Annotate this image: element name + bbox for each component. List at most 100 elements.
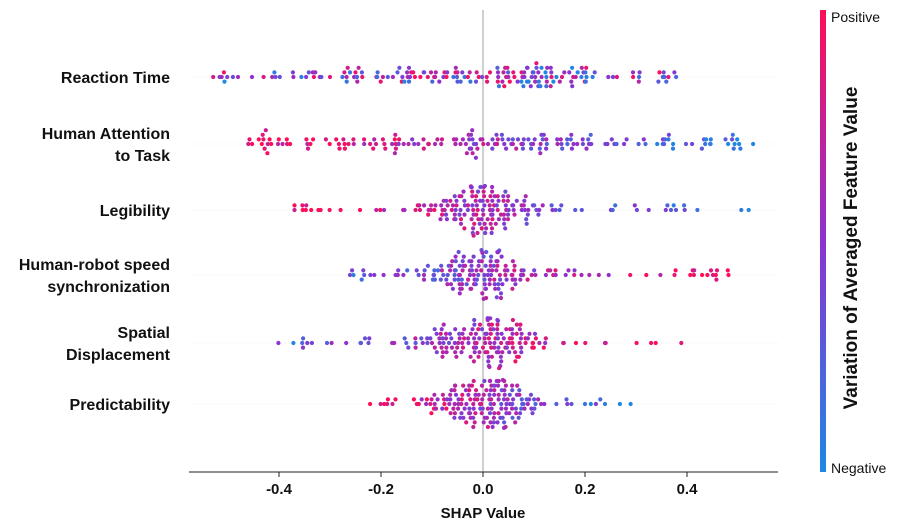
shap-point: [425, 336, 430, 341]
shap-point: [350, 268, 355, 273]
shap-point: [525, 65, 530, 70]
shap-point: [495, 65, 500, 70]
shap-point: [473, 411, 478, 416]
shap-point: [441, 322, 446, 327]
shap-point: [477, 221, 482, 226]
shap-point: [472, 221, 477, 226]
shap-point: [489, 383, 494, 388]
shap-point: [479, 411, 484, 416]
shap-point: [373, 141, 379, 147]
shap-point: [510, 388, 515, 393]
shap-point: [359, 70, 364, 75]
shap-point: [476, 392, 481, 397]
shap-point: [489, 354, 494, 359]
shap-point: [517, 340, 522, 346]
shap-point: [421, 277, 427, 282]
feature-label: Spatial: [118, 325, 170, 342]
shap-point: [495, 137, 500, 142]
shap-point: [417, 207, 423, 213]
shap-point: [503, 406, 509, 411]
shap-point: [428, 336, 433, 341]
shap-point: [263, 128, 268, 133]
shap-point: [523, 340, 528, 346]
shap-point: [456, 406, 461, 411]
shap-point: [452, 194, 457, 199]
shap-point: [528, 392, 534, 397]
shap-point: [634, 207, 640, 213]
shap-point: [532, 268, 537, 273]
shap-point: [470, 151, 475, 156]
shap-point: [490, 146, 495, 151]
shap-point: [491, 401, 496, 407]
shap-point: [723, 137, 728, 142]
shap-point: [247, 137, 252, 142]
shap-point: [313, 70, 318, 75]
shap-point: [486, 322, 492, 327]
shap-point: [519, 350, 524, 355]
shap-point: [482, 183, 487, 189]
shap-point: [482, 378, 487, 384]
shap-point: [455, 79, 460, 84]
shap-point: [566, 268, 571, 273]
shap-point: [429, 411, 434, 416]
shap-point: [447, 331, 452, 336]
shap-point: [385, 397, 390, 402]
shap-point: [649, 340, 654, 346]
shap-point: [474, 141, 479, 147]
shap-point: [460, 137, 465, 142]
shap-point: [402, 336, 407, 341]
shap-point: [345, 65, 350, 70]
shap-point: [477, 322, 483, 327]
shap-point: [425, 74, 430, 80]
shap-point: [327, 141, 332, 147]
shap-point: [532, 203, 537, 208]
shap-point: [471, 226, 476, 231]
shap-point: [496, 198, 501, 203]
shap-point: [624, 137, 629, 142]
shap-point: [661, 70, 666, 75]
shap-point: [496, 378, 501, 384]
shap-point: [362, 141, 367, 147]
shap-point: [495, 79, 500, 84]
shap-point: [290, 70, 295, 75]
shap-point: [588, 132, 593, 137]
shap-point: [472, 317, 477, 323]
shap-point: [666, 132, 672, 137]
shap-point: [549, 74, 554, 80]
shap-point: [445, 397, 450, 402]
shap-point: [305, 141, 310, 147]
shap-point: [465, 74, 470, 80]
shap-point: [510, 415, 515, 420]
shap-point: [471, 272, 476, 278]
shap-point: [602, 401, 608, 407]
shap-point: [445, 272, 450, 278]
shap-point: [496, 74, 501, 80]
shap-point: [467, 406, 472, 411]
shap-point: [476, 354, 481, 359]
shap-point: [442, 207, 447, 213]
shap-point: [575, 70, 580, 75]
shap-point: [499, 406, 504, 411]
shap-point: [507, 340, 512, 346]
shap-point: [506, 74, 511, 80]
shap-point: [525, 277, 530, 282]
shap-point: [502, 388, 507, 393]
shap-point: [500, 137, 505, 142]
shap-point: [507, 79, 512, 84]
shap-point: [593, 401, 599, 407]
shap-point: [402, 79, 407, 84]
shap-point: [500, 282, 505, 287]
shap-point: [614, 74, 620, 80]
shap-point: [453, 383, 458, 388]
shap-point: [432, 268, 437, 273]
shap-point: [579, 65, 584, 70]
shap-point: [455, 70, 460, 75]
shap-point: [381, 272, 386, 278]
shap-point: [657, 70, 662, 75]
shap-point: [221, 70, 226, 75]
shap-point: [280, 141, 285, 147]
shap-point: [383, 146, 388, 151]
shap-point: [460, 259, 465, 264]
shap-point: [288, 141, 293, 147]
